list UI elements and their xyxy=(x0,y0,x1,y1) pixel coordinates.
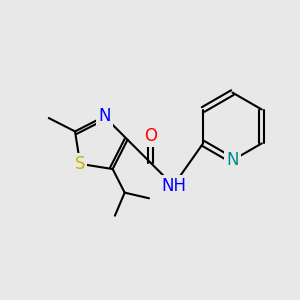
Text: O: O xyxy=(144,127,157,145)
Text: N: N xyxy=(98,107,111,125)
Text: NH: NH xyxy=(161,176,186,194)
Text: N: N xyxy=(226,151,239,169)
Text: S: S xyxy=(75,155,86,173)
